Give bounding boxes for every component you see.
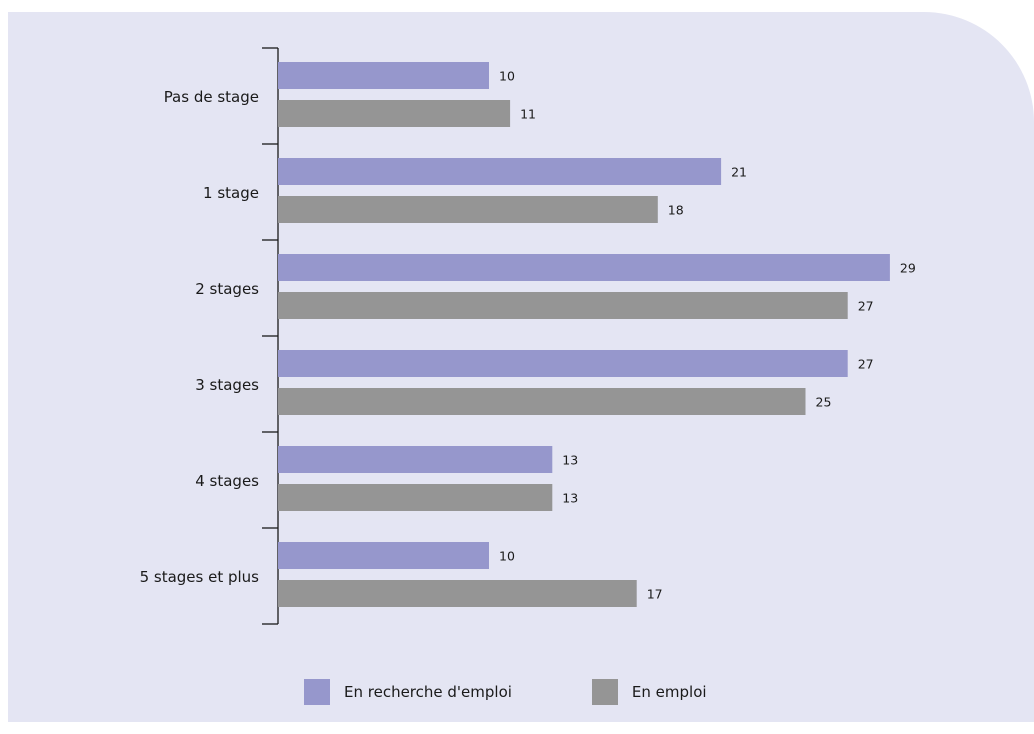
category-label-5-stages-et-plus: 5 stages et plus — [140, 568, 260, 586]
bar-emploi-pas-de-stage — [278, 100, 511, 127]
value-label-recherche-5-stages-et-plus: 10 — [499, 549, 515, 564]
legend-item-recherche: En recherche d'emploi — [304, 679, 512, 705]
bar-emploi-2-stages — [278, 292, 848, 319]
value-label-recherche-1-stage: 21 — [731, 165, 747, 180]
bar-recherche-pas-de-stage — [278, 62, 489, 89]
value-label-emploi-4-stages: 13 — [562, 491, 578, 506]
bar-recherche-2-stages — [278, 254, 890, 281]
category-label-3-stages: 3 stages — [195, 376, 259, 394]
value-label-recherche-4-stages: 13 — [562, 453, 578, 468]
bar-emploi-1-stage — [278, 196, 658, 223]
legend: En recherche d'emploi En emploi — [304, 679, 707, 705]
legend-swatch-emploi — [591, 679, 618, 705]
category-label-1-stage: 1 stage — [203, 184, 259, 202]
legend-label-recherche: En recherche d'emploi — [344, 683, 512, 701]
bar-recherche-3-stages — [278, 350, 848, 377]
value-label-emploi-pas-de-stage: 11 — [520, 107, 536, 122]
legend-label-emploi: En emploi — [631, 683, 707, 701]
bar-emploi-3-stages — [278, 388, 806, 415]
legend-swatch-recherche — [304, 679, 330, 705]
labels: Pas de stage 10 11 1 stage 21 18 2 stages 29 27 3… — [140, 69, 916, 602]
value-label-emploi-2-stages: 27 — [858, 299, 874, 314]
value-label-recherche-3-stages: 27 — [858, 357, 874, 372]
bar-recherche-1-stage — [278, 158, 722, 185]
category-label-4-stages: 4 stages — [195, 472, 259, 490]
category-label-pas-de-stage: Pas de stage — [164, 88, 259, 106]
legend-item-emploi: En emploi — [591, 679, 707, 705]
value-label-recherche-pas-de-stage: 10 — [499, 69, 515, 84]
bar-recherche-5-stages-et-plus — [278, 542, 489, 569]
bar-emploi-4-stages — [278, 484, 553, 511]
y-axis — [262, 47, 279, 625]
category-label-2-stages: 2 stages — [195, 280, 259, 298]
value-label-emploi-3-stages: 25 — [816, 395, 832, 410]
bar-emploi-5-stages-et-plus — [278, 580, 637, 607]
value-label-recherche-2-stages: 29 — [900, 261, 916, 276]
bar-recherche-4-stages — [278, 446, 553, 473]
value-label-emploi-5-stages-et-plus: 17 — [647, 587, 663, 602]
value-label-emploi-1-stage: 18 — [668, 203, 684, 218]
bars — [278, 62, 890, 607]
